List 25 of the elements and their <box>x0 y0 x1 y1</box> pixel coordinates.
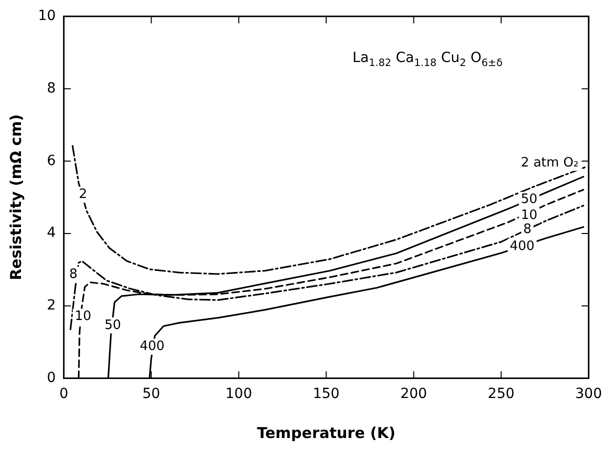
y-tick-label: 4 <box>46 225 56 242</box>
x-tick-label: 50 <box>142 386 160 402</box>
y-tick-label: 2 <box>46 297 56 314</box>
y-axis-title: Resistivity (mΩ cm) <box>6 114 25 280</box>
annotation: 400 <box>140 339 165 354</box>
y-tick-label: 10 <box>38 8 56 24</box>
annotation: 400 <box>510 238 535 254</box>
annotation: 50 <box>104 318 122 333</box>
annotation: 2 <box>78 187 88 202</box>
annotation: 8 <box>69 267 78 282</box>
x-tick-label: 300 <box>575 386 602 402</box>
y-tick-label: 6 <box>46 152 56 169</box>
x-tick-label: 0 <box>59 386 68 402</box>
y-tick-label: 8 <box>46 80 56 96</box>
x-tick-label: 150 <box>312 386 340 402</box>
annotation: 2 atm O₂ <box>520 155 579 170</box>
x-tick-label: 200 <box>400 386 428 402</box>
annotation: 10 <box>520 208 538 223</box>
y-tick-label: 0 <box>46 370 56 386</box>
annotation: 50 <box>520 192 538 208</box>
annotation: 8 <box>523 222 532 238</box>
x-tick-label: 250 <box>488 386 515 402</box>
x-tick-label: 100 <box>225 386 252 402</box>
x-axis-title: Temperature (K) <box>257 424 396 442</box>
annotation: 10 <box>74 309 92 324</box>
